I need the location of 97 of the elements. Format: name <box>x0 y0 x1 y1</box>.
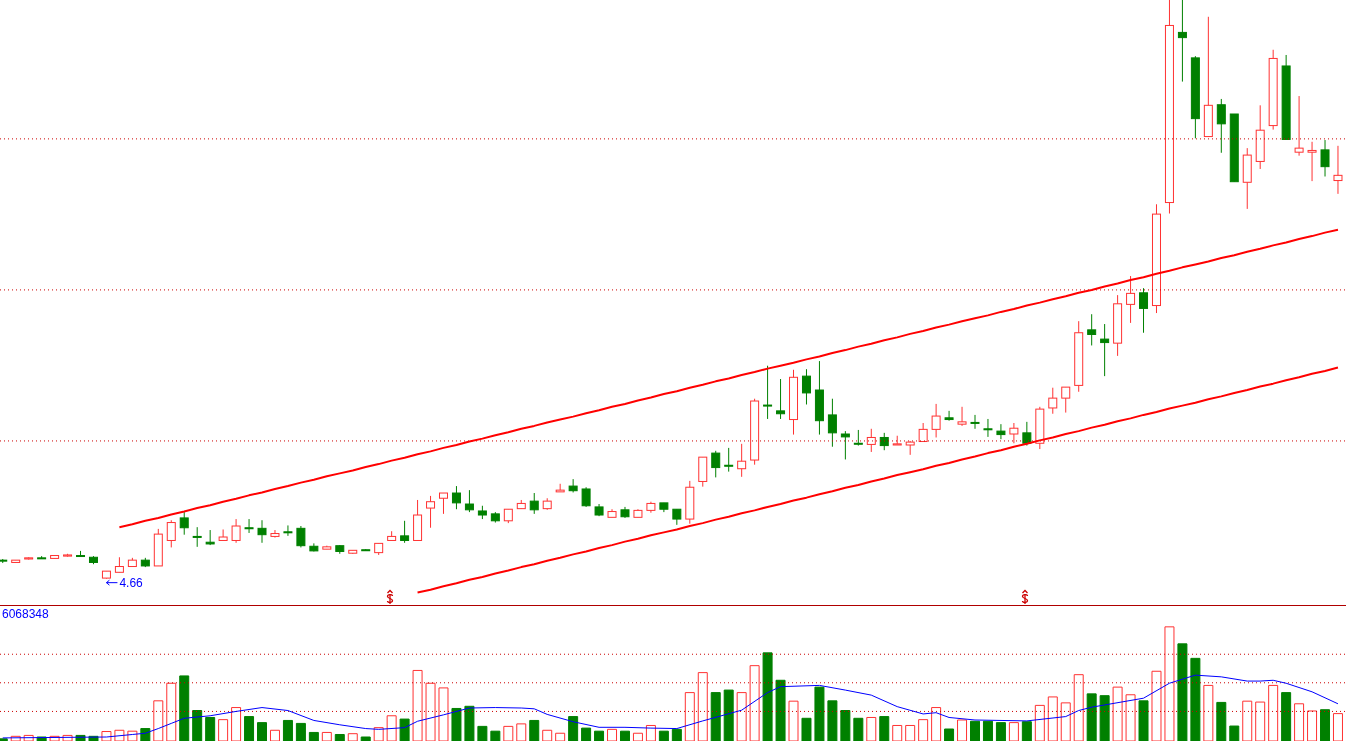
bar <box>995 722 1006 741</box>
bar <box>814 686 825 741</box>
bar <box>568 716 579 741</box>
candlestick <box>1294 95 1304 157</box>
candlestick <box>1139 287 1149 334</box>
bar <box>282 719 293 741</box>
bar <box>671 728 682 741</box>
candlestick <box>218 528 228 541</box>
bar <box>179 675 190 741</box>
bar <box>244 716 255 741</box>
candlestick <box>1048 387 1058 415</box>
bar <box>658 730 669 741</box>
bar <box>982 720 993 741</box>
candlestick <box>1100 323 1110 377</box>
bar <box>827 700 838 741</box>
bar <box>205 716 216 741</box>
bar <box>399 718 410 741</box>
candlestick <box>1216 98 1226 154</box>
candlestick <box>827 398 837 448</box>
bar <box>1190 657 1201 741</box>
bar <box>1086 693 1097 741</box>
candlestick <box>737 443 747 478</box>
candlestick <box>244 518 254 534</box>
text: 6068348 <box>2 607 49 621</box>
bar <box>1320 709 1331 741</box>
bar <box>1229 725 1240 741</box>
candlestick <box>439 492 448 515</box>
candlestick <box>426 495 436 529</box>
bar <box>529 719 540 741</box>
candlestick <box>801 368 811 405</box>
bar <box>295 722 306 741</box>
candlestick <box>257 519 267 544</box>
bar <box>619 730 630 741</box>
bar <box>801 717 812 741</box>
bar <box>1099 695 1110 741</box>
candlestick <box>568 478 578 493</box>
bar <box>490 730 501 741</box>
candlestick <box>1307 141 1317 182</box>
candlestick <box>724 447 734 473</box>
candlestick <box>776 378 786 420</box>
candlestick <box>192 526 202 548</box>
candlestick <box>529 492 539 515</box>
candlestick <box>866 428 876 453</box>
candlestick <box>840 430 850 460</box>
candlestick <box>931 403 941 438</box>
bar <box>710 692 721 741</box>
candlestick <box>711 450 721 478</box>
bar <box>723 689 734 741</box>
candlestick <box>1320 139 1330 177</box>
bar <box>840 710 851 741</box>
bar <box>334 733 345 741</box>
candlestick <box>231 518 241 544</box>
bar <box>477 725 488 741</box>
candlestick <box>581 486 591 508</box>
bar <box>762 652 773 741</box>
candlestick <box>464 489 474 513</box>
candlestick <box>1061 386 1071 414</box>
bar <box>581 727 592 741</box>
bar <box>853 717 864 741</box>
bar <box>594 730 605 741</box>
candlestick <box>283 524 293 537</box>
bar <box>944 728 955 741</box>
bar <box>1216 701 1227 741</box>
bar <box>1177 643 1188 741</box>
candlestick <box>400 520 410 544</box>
bar <box>1281 692 1292 741</box>
candlestick <box>970 414 980 430</box>
candlestick <box>763 365 773 420</box>
bar <box>1021 721 1032 741</box>
candlestick <box>179 511 189 536</box>
candlestick <box>1126 275 1136 324</box>
bar <box>257 722 268 741</box>
bar <box>775 679 786 741</box>
bar <box>140 728 151 741</box>
candlestick <box>944 410 954 422</box>
candlestick <box>1087 313 1097 346</box>
bar <box>970 720 980 741</box>
candlestick <box>270 529 280 539</box>
bar <box>192 710 203 741</box>
bar <box>360 736 371 741</box>
candlestick <box>996 423 1006 440</box>
bar <box>308 731 319 741</box>
candlestick <box>1177 0 1187 83</box>
candlestick <box>296 525 306 548</box>
annotation: 4.66 <box>119 575 144 590</box>
candlestick <box>166 519 176 548</box>
candlestick <box>918 422 928 443</box>
candlestick <box>451 485 461 510</box>
bar <box>879 716 890 741</box>
candlestick <box>1022 421 1032 447</box>
candlestick <box>1009 422 1019 444</box>
candlestick <box>983 418 993 438</box>
candlestick <box>957 406 967 427</box>
bar <box>464 705 475 741</box>
bar <box>451 707 462 741</box>
candlestick <box>1333 145 1343 195</box>
bar <box>1138 700 1149 741</box>
